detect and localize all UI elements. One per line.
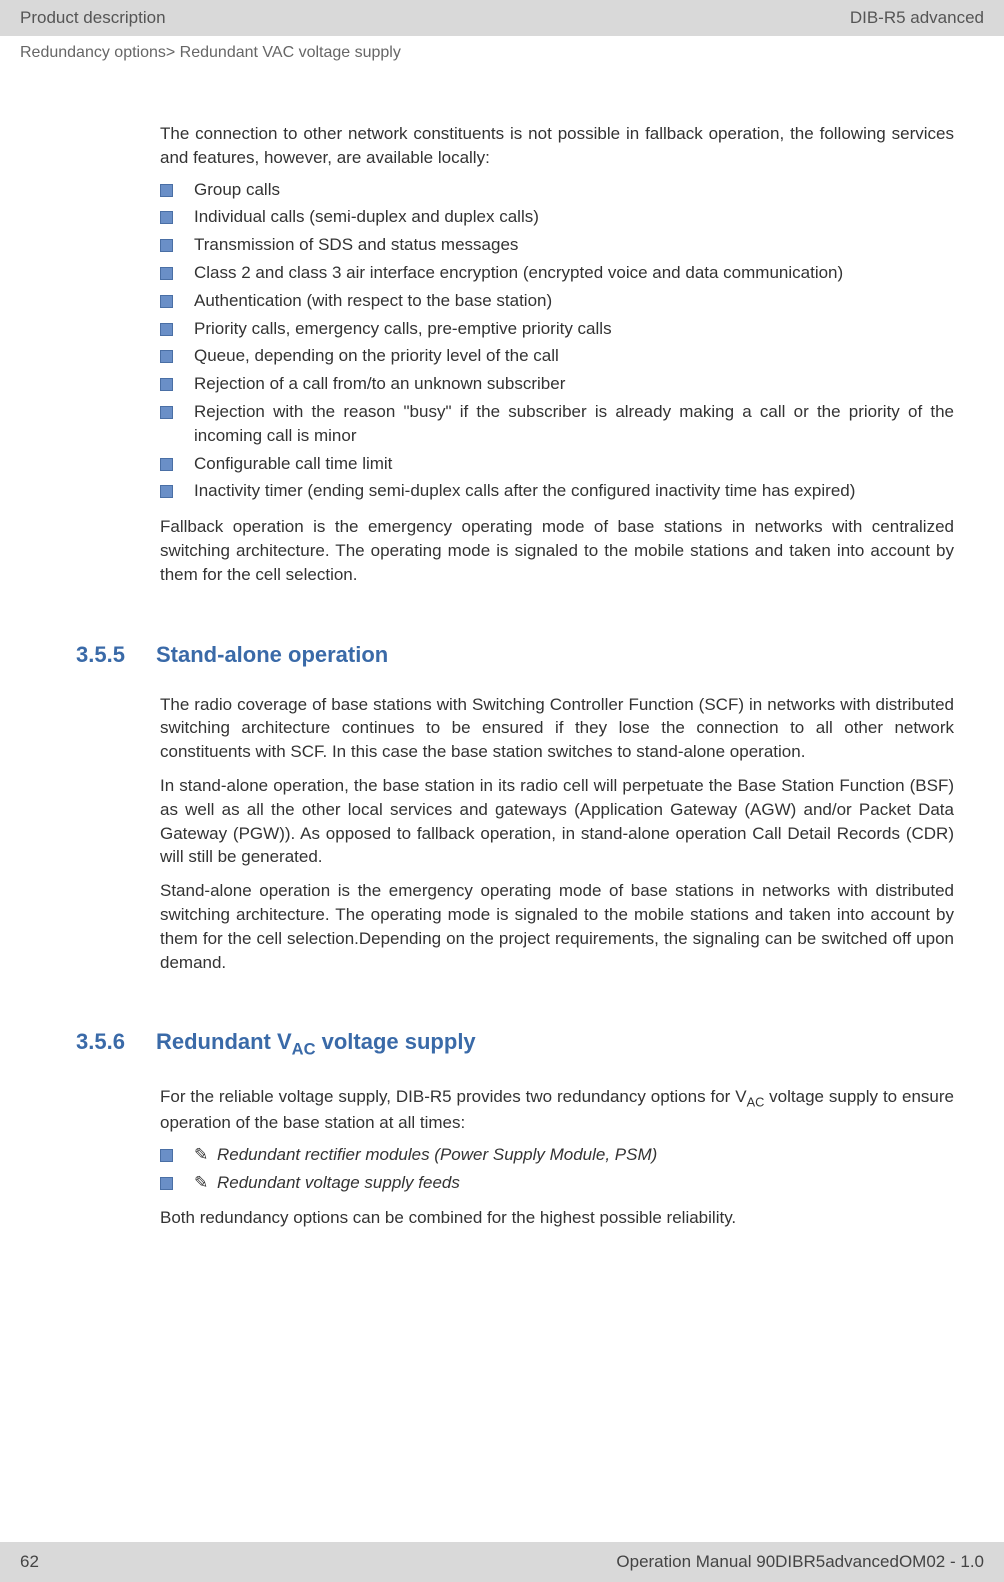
list-item: Transmission of SDS and status messages bbox=[160, 233, 954, 257]
list-item: Rejection with the reason "busy" if the … bbox=[160, 400, 954, 448]
list-item: Class 2 and class 3 air interface encryp… bbox=[160, 261, 954, 285]
title-sub: AC bbox=[292, 1041, 316, 1059]
section355-p3: Stand-alone operation is the emergency o… bbox=[160, 879, 954, 974]
title-pre: Redundant V bbox=[156, 1029, 292, 1054]
section355-p1: The radio coverage of base stations with… bbox=[160, 693, 954, 764]
fallback-paragraph: Fallback operation is the emergency oper… bbox=[160, 515, 954, 586]
redundancy-list: ✎ Redundant rectifier modules (Power Sup… bbox=[160, 1143, 954, 1195]
page-number: 62 bbox=[20, 1552, 39, 1572]
p1-sub: AC bbox=[747, 1094, 765, 1109]
section-heading-355: 3.5.5Stand-alone operation bbox=[76, 642, 954, 668]
p1-pre: For the reliable voltage supply, DIB-R5 … bbox=[160, 1087, 747, 1106]
list-item: Rejection of a call from/to an unknown s… bbox=[160, 372, 954, 396]
section-number: 3.5.6 bbox=[76, 1029, 156, 1055]
list-item: Queue, depending on the priority level o… bbox=[160, 344, 954, 368]
list-item: Configurable call time limit bbox=[160, 452, 954, 476]
hand-icon: ✎ bbox=[194, 1173, 213, 1192]
list-item: ✎ Redundant voltage supply feeds bbox=[160, 1171, 954, 1195]
section-heading-356: 3.5.6Redundant VAC voltage supply bbox=[76, 1029, 954, 1059]
title-post: voltage supply bbox=[316, 1029, 476, 1054]
footer-right: Operation Manual 90DIBR5advancedOM02 - 1… bbox=[616, 1552, 984, 1572]
hand-icon: ✎ bbox=[194, 1145, 213, 1164]
section-number: 3.5.5 bbox=[76, 642, 156, 668]
list-item-label: Redundant rectifier modules (Power Suppl… bbox=[217, 1145, 657, 1164]
feature-list: Group calls Individual calls (semi-duplex… bbox=[160, 178, 954, 504]
breadcrumb: Redundancy options> Redundant VAC voltag… bbox=[0, 36, 1004, 62]
list-item: Inactivity timer (ending semi-duplex cal… bbox=[160, 479, 954, 503]
section-title: Stand-alone operation bbox=[156, 642, 388, 667]
header-left: Product description bbox=[20, 8, 166, 28]
footer-bar: 62 Operation Manual 90DIBR5advancedOM02 … bbox=[0, 1542, 1004, 1582]
main-content: The connection to other network constitu… bbox=[0, 62, 1004, 1256]
list-item: Authentication (with respect to the base… bbox=[160, 289, 954, 313]
section356-p1: For the reliable voltage supply, DIB-R5 … bbox=[160, 1085, 954, 1135]
intro-paragraph: The connection to other network constitu… bbox=[160, 122, 954, 170]
section356-p2: Both redundancy options can be combined … bbox=[160, 1206, 954, 1230]
header-right: DIB-R5 advanced bbox=[850, 8, 984, 28]
section-title: Redundant VAC voltage supply bbox=[156, 1029, 476, 1054]
header-bar: Product description DIB-R5 advanced bbox=[0, 0, 1004, 36]
list-item: Individual calls (semi-duplex and duplex… bbox=[160, 205, 954, 229]
list-item: Priority calls, emergency calls, pre-emp… bbox=[160, 317, 954, 341]
list-item-label: Redundant voltage supply feeds bbox=[217, 1173, 460, 1192]
list-item: Group calls bbox=[160, 178, 954, 202]
list-item: ✎ Redundant rectifier modules (Power Sup… bbox=[160, 1143, 954, 1167]
section355-p2: In stand-alone operation, the base stati… bbox=[160, 774, 954, 869]
